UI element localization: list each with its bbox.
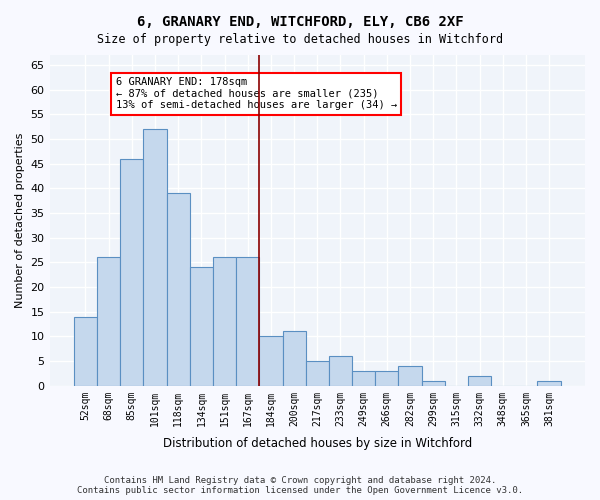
Bar	[538, 381, 560, 386]
Bar	[468, 376, 491, 386]
Bar	[375, 371, 398, 386]
Bar	[190, 268, 213, 386]
Bar	[236, 258, 259, 386]
Bar	[259, 336, 283, 386]
Y-axis label: Number of detached properties: Number of detached properties	[15, 132, 25, 308]
Bar	[97, 258, 120, 386]
Bar	[329, 356, 352, 386]
Text: 6 GRANARY END: 178sqm
← 87% of detached houses are smaller (235)
13% of semi-det: 6 GRANARY END: 178sqm ← 87% of detached …	[116, 77, 397, 110]
Text: Contains HM Land Registry data © Crown copyright and database right 2024.
Contai: Contains HM Land Registry data © Crown c…	[77, 476, 523, 495]
Bar	[143, 129, 167, 386]
Text: 6, GRANARY END, WITCHFORD, ELY, CB6 2XF: 6, GRANARY END, WITCHFORD, ELY, CB6 2XF	[137, 15, 463, 29]
X-axis label: Distribution of detached houses by size in Witchford: Distribution of detached houses by size …	[163, 437, 472, 450]
Bar	[213, 258, 236, 386]
Bar	[398, 366, 422, 386]
Text: Size of property relative to detached houses in Witchford: Size of property relative to detached ho…	[97, 32, 503, 46]
Bar	[167, 193, 190, 386]
Bar	[352, 371, 375, 386]
Bar	[305, 361, 329, 386]
Bar	[120, 158, 143, 386]
Bar	[283, 332, 305, 386]
Bar	[74, 316, 97, 386]
Bar	[422, 381, 445, 386]
